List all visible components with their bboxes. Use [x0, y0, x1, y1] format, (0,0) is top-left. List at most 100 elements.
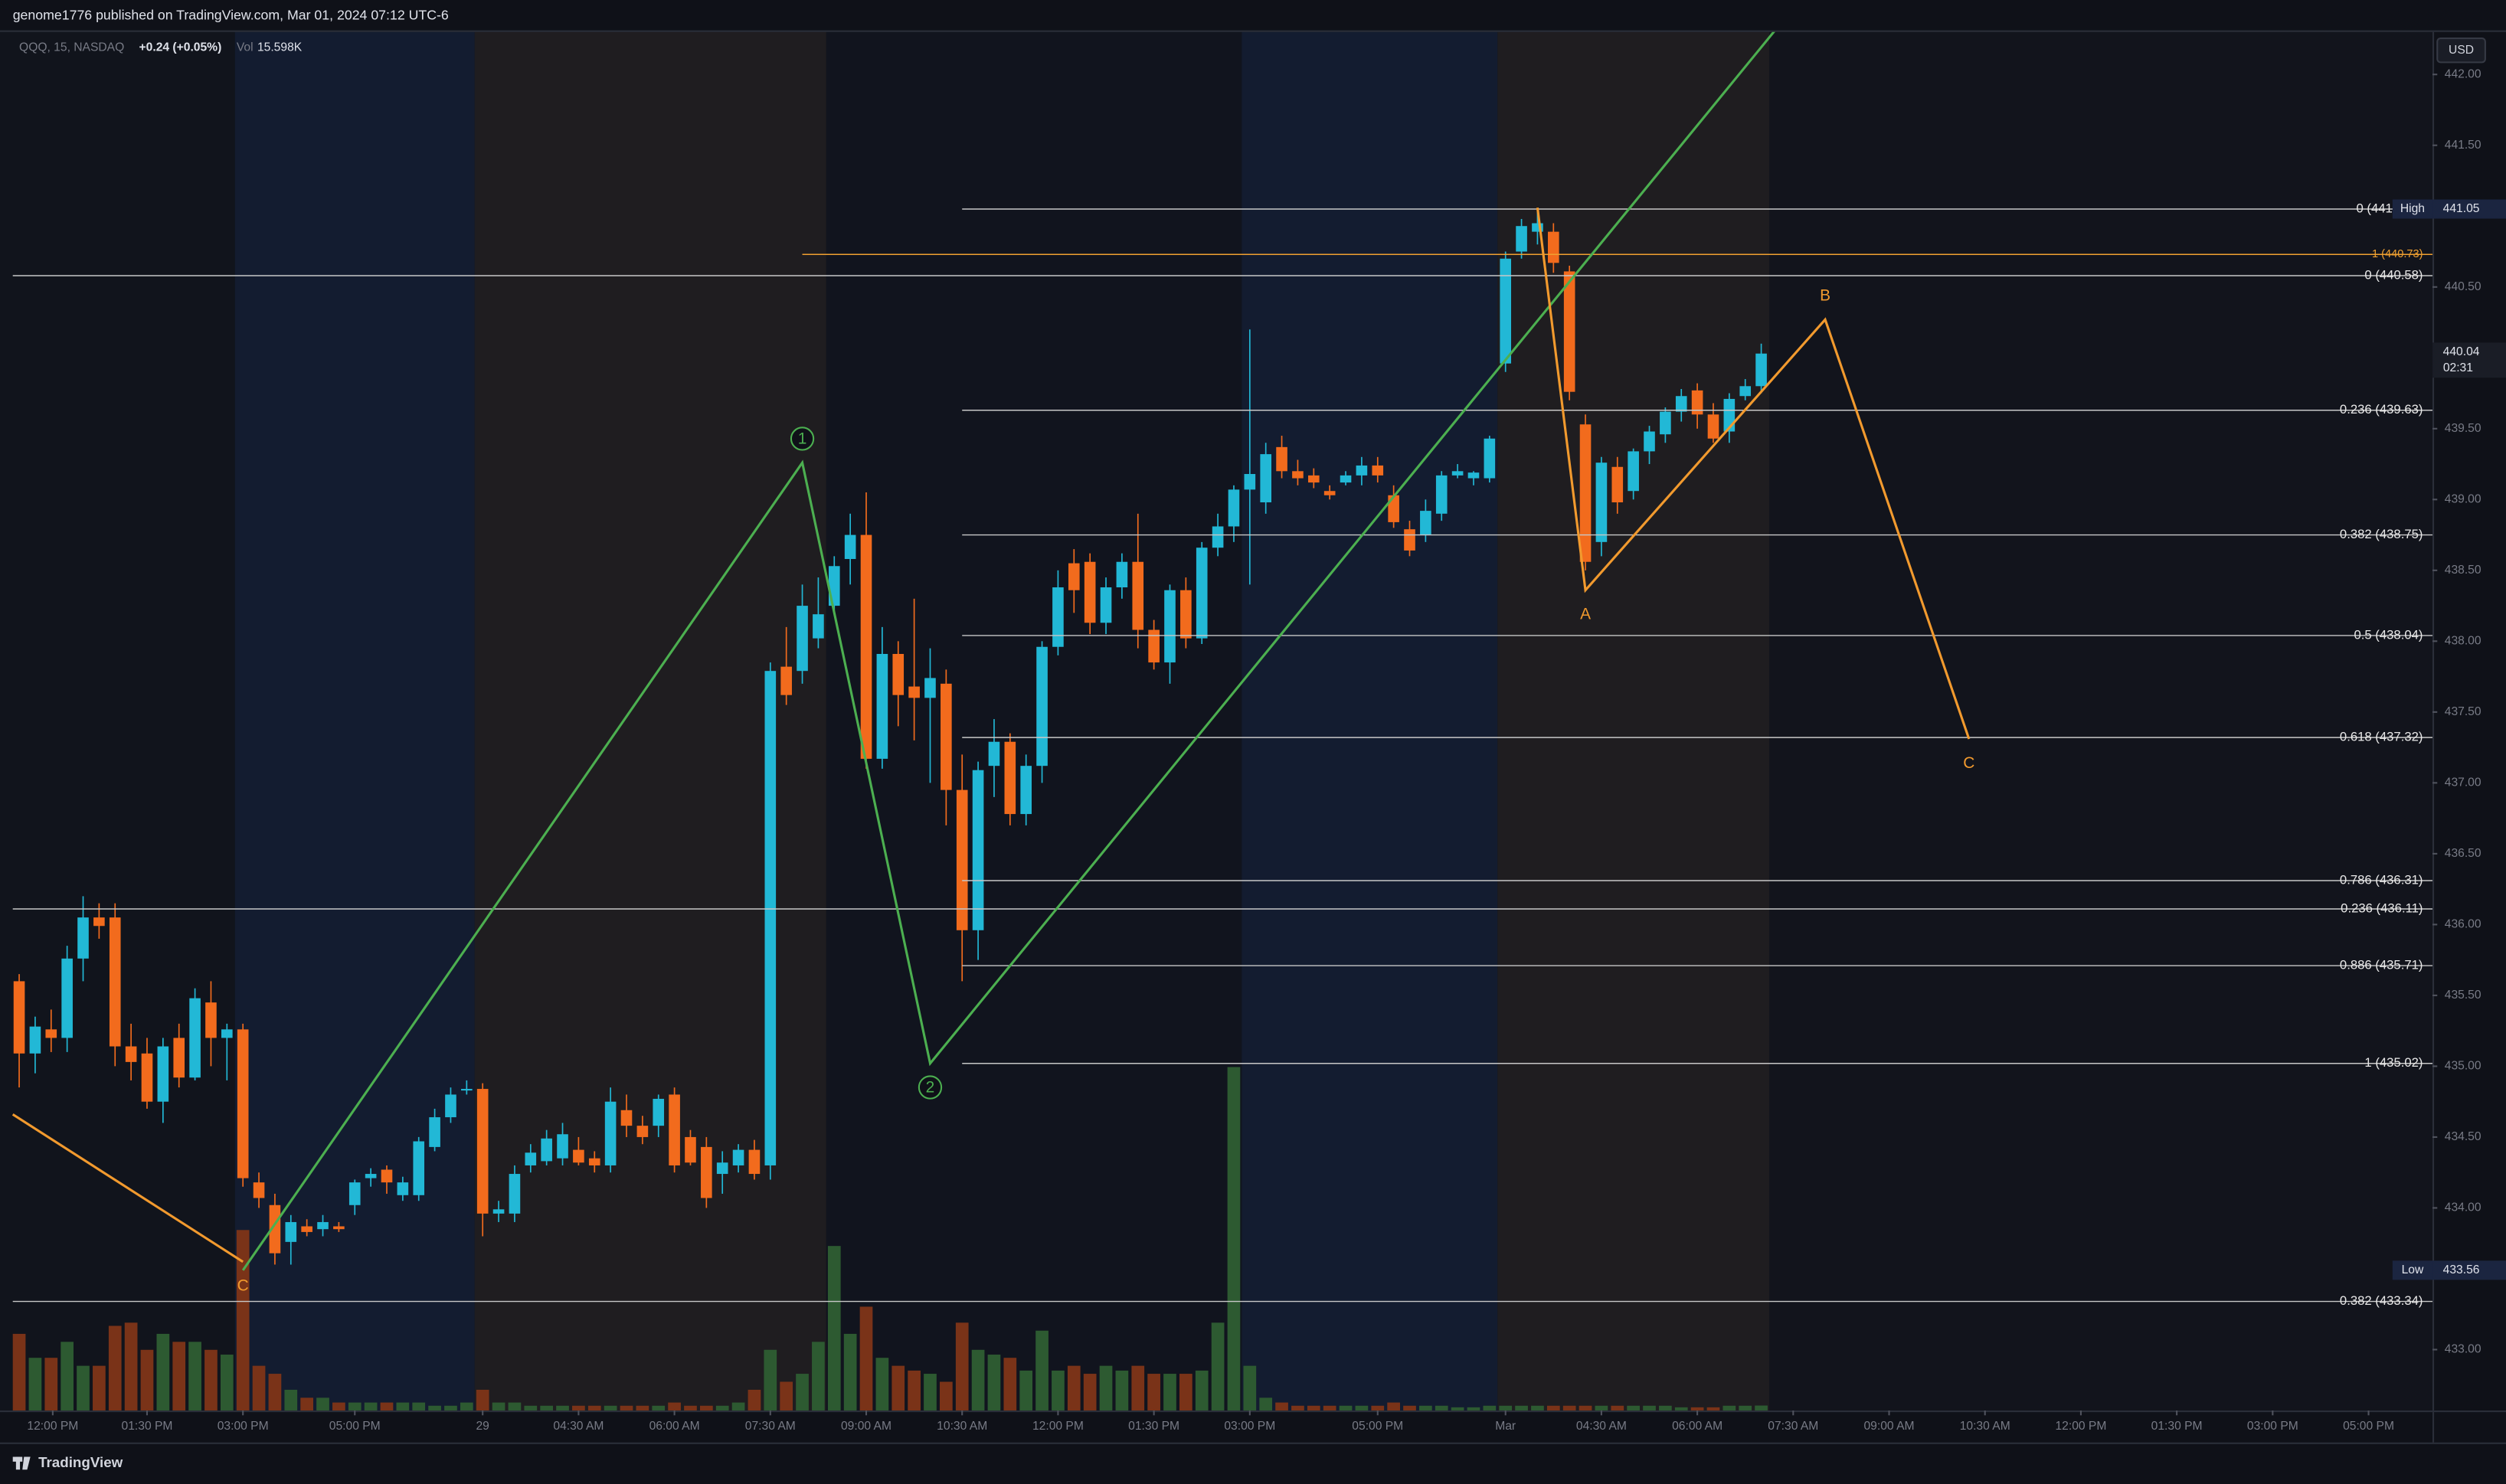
candle-body: [413, 1141, 425, 1195]
volume-bar: [715, 1405, 729, 1411]
volume-bar: [1003, 1358, 1017, 1411]
x-tick-label: 06:00 AM: [649, 1420, 700, 1433]
volume-bar: [1706, 1407, 1720, 1411]
volume-bar: [699, 1405, 713, 1411]
candle-body: [1307, 475, 1320, 483]
volume-bar: [731, 1402, 745, 1411]
candle-body: [541, 1138, 552, 1162]
volume-bar: [924, 1374, 937, 1411]
candle-body: [1739, 386, 1752, 397]
candle-body: [1644, 431, 1655, 452]
candle-body: [1036, 646, 1048, 767]
level-label: 0.786 (436.31): [2340, 872, 2423, 887]
volume-bar: [1515, 1405, 1528, 1411]
volume-bar: [524, 1405, 538, 1411]
candle-body: [701, 1146, 712, 1198]
x-tick-label: 12:00 PM: [1032, 1420, 1084, 1433]
candle-body: [221, 1029, 233, 1038]
y-tick-label: 435.00: [2445, 1060, 2481, 1073]
volume-bar: [572, 1405, 585, 1411]
volume-bar: [1131, 1365, 1145, 1411]
level-label: 0.886 (435.71): [2340, 957, 2423, 972]
candle-body: [813, 614, 824, 639]
candle-body: [1084, 561, 1096, 623]
x-tick-label: 10:30 AM: [937, 1420, 987, 1433]
price-label-box: [2432, 1260, 2506, 1280]
x-tick-label: 03:00 PM: [2247, 1420, 2298, 1433]
volume-bar: [396, 1402, 410, 1411]
volume-bar: [780, 1381, 793, 1411]
wave-label-circle: [790, 427, 815, 451]
y-tick-label: 438.00: [2445, 634, 2481, 647]
candle-body: [1628, 451, 1639, 492]
candle-body: [317, 1221, 329, 1230]
volume-bar: [1611, 1405, 1624, 1411]
volume-bar: [204, 1349, 218, 1411]
candle-body: [253, 1182, 265, 1198]
volume-bar: [252, 1365, 266, 1411]
candle-body: [1484, 438, 1496, 479]
volume-bar: [940, 1381, 953, 1411]
candle-body: [941, 683, 952, 790]
candle-body: [189, 998, 201, 1078]
volume-bar: [636, 1405, 649, 1411]
x-tick-label: Mar: [1495, 1420, 1516, 1433]
volume-bar: [300, 1397, 313, 1411]
wave-line: [1536, 207, 1971, 740]
volume-bar: [1355, 1405, 1369, 1411]
volume-bar: [1163, 1374, 1176, 1411]
volume-bar: [364, 1402, 378, 1411]
volume-bar: [1275, 1402, 1288, 1411]
candle-body: [285, 1221, 297, 1242]
candle-body: [77, 917, 89, 959]
volume-bar: [108, 1325, 122, 1411]
price-tag-box: [2392, 1260, 2433, 1280]
candle-body: [653, 1098, 665, 1126]
volume-bar: [1690, 1407, 1704, 1411]
volume-bar: [492, 1402, 505, 1411]
candle-body: [1516, 226, 1527, 252]
candle-body: [1068, 563, 1080, 590]
x-tick-label: 01:30 PM: [2151, 1420, 2203, 1433]
volume-bar: [1419, 1405, 1432, 1411]
candle-body: [301, 1226, 312, 1232]
volume-bar: [236, 1230, 250, 1411]
candle-body: [1244, 474, 1256, 490]
volume-bar: [1035, 1330, 1049, 1411]
candle-body: [1404, 529, 1415, 551]
x-tick-label: 12:00 PM: [2055, 1420, 2106, 1433]
candle-body: [797, 606, 808, 672]
candle-body: [1755, 353, 1767, 387]
candle-body: [61, 958, 73, 1038]
volume-bar: [1499, 1405, 1513, 1411]
currency-button[interactable]: [2436, 38, 2486, 64]
volume-bar: [61, 1342, 74, 1411]
candle-body: [1467, 472, 1480, 479]
volume-bar: [955, 1322, 969, 1411]
currency[interactable]: USD: [2449, 44, 2474, 57]
candle-body: [365, 1174, 377, 1178]
volume-bar: [316, 1397, 329, 1411]
candle-body: [1212, 526, 1224, 548]
candle-body: [1595, 463, 1608, 542]
candle-body: [125, 1046, 137, 1062]
volume-bar: [1115, 1370, 1129, 1411]
candle-body: [956, 789, 968, 930]
level-label: 0.618 (437.32): [2340, 730, 2423, 744]
wave-label: A: [1580, 606, 1591, 623]
candle-body: [557, 1134, 568, 1159]
candle-body: [269, 1205, 281, 1254]
y-tick-label: 433.00: [2445, 1343, 2481, 1356]
wave-label: 1: [798, 430, 807, 447]
volume-bar: [604, 1405, 617, 1411]
volume-bar: [1595, 1405, 1608, 1411]
candle-body: [860, 534, 872, 759]
wave-label-circle: [918, 1075, 943, 1100]
volume-bar: [1323, 1405, 1336, 1411]
candle-body: [348, 1182, 361, 1205]
volume-bar: [1019, 1370, 1033, 1411]
candle-body: [1563, 271, 1575, 392]
volume-bar: [1755, 1405, 1768, 1411]
volume-bar: [412, 1402, 426, 1411]
